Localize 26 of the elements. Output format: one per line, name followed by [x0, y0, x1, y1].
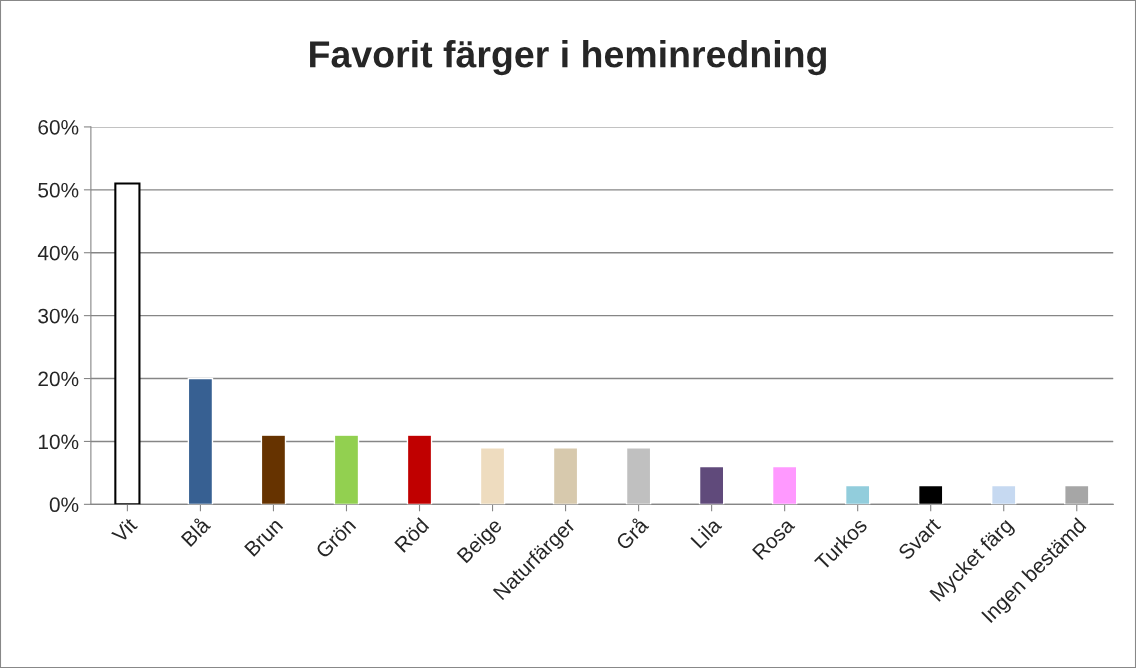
bar [1064, 484, 1090, 505]
y-tick-label: 20% [38, 371, 79, 387]
x-tick-label: Vit [110, 516, 139, 544]
bar [479, 447, 506, 505]
bar [406, 434, 433, 505]
bar [844, 484, 871, 505]
bar [625, 447, 652, 505]
bar [114, 182, 141, 505]
y-tick-label: 30% [38, 308, 79, 324]
y-tick-label: 0% [49, 497, 79, 513]
x-tick-label: Blå [179, 514, 212, 548]
bar [917, 484, 944, 505]
y-tick-label: 50% [38, 182, 79, 198]
y-tick-label: 60% [38, 119, 79, 135]
bar [187, 377, 214, 505]
bar [260, 434, 287, 505]
bar [333, 434, 360, 505]
y-tick-label: 10% [38, 434, 79, 450]
bar [552, 447, 579, 505]
bar [990, 484, 1017, 505]
x-tick-label: Lila [689, 516, 723, 549]
x-tick-label: Grå [613, 514, 650, 551]
chart-title: Favorit färger i heminredning [310, 40, 826, 76]
bar [771, 465, 798, 505]
bar [698, 465, 725, 505]
y-tick-label: 40% [37, 245, 79, 261]
